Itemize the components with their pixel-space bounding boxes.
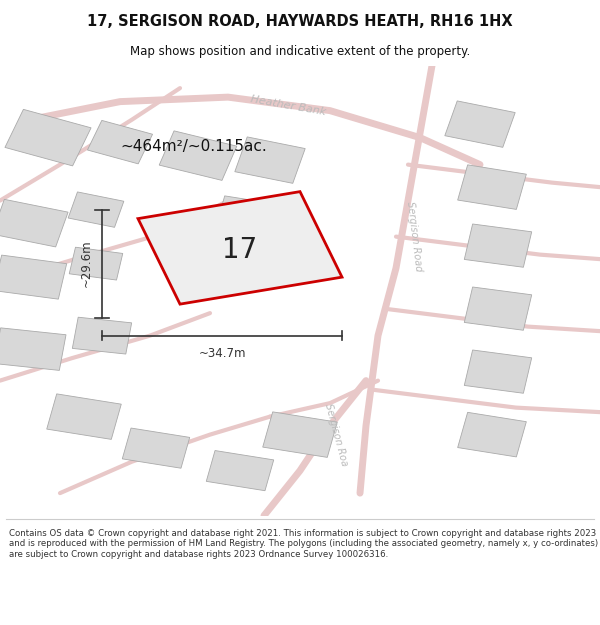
- Polygon shape: [138, 192, 342, 304]
- Polygon shape: [73, 318, 131, 354]
- Polygon shape: [159, 131, 237, 181]
- Polygon shape: [445, 101, 515, 148]
- Text: ~34.7m: ~34.7m: [198, 347, 246, 360]
- Polygon shape: [0, 255, 67, 299]
- Text: Map shows position and indicative extent of the property.: Map shows position and indicative extent…: [130, 44, 470, 58]
- Polygon shape: [0, 199, 68, 247]
- Polygon shape: [215, 196, 289, 241]
- Polygon shape: [88, 121, 152, 164]
- Text: Sergison Road: Sergison Road: [405, 201, 423, 272]
- Text: 17, SERGISON ROAD, HAYWARDS HEATH, RH16 1HX: 17, SERGISON ROAD, HAYWARDS HEATH, RH16 …: [87, 14, 513, 29]
- Polygon shape: [235, 137, 305, 183]
- Polygon shape: [458, 412, 526, 457]
- Polygon shape: [206, 451, 274, 491]
- Text: ~464m²/~0.115ac.: ~464m²/~0.115ac.: [120, 139, 267, 154]
- Text: 17: 17: [223, 236, 257, 264]
- Text: ~29.6m: ~29.6m: [80, 240, 93, 288]
- Polygon shape: [0, 328, 66, 371]
- Text: Sergison Roa: Sergison Roa: [323, 402, 349, 467]
- Polygon shape: [69, 248, 123, 280]
- Polygon shape: [5, 109, 91, 166]
- Polygon shape: [464, 350, 532, 393]
- Polygon shape: [458, 165, 526, 209]
- Polygon shape: [464, 224, 532, 268]
- Polygon shape: [47, 394, 121, 439]
- Polygon shape: [263, 412, 337, 458]
- Text: Heather Bank: Heather Bank: [250, 94, 326, 118]
- Polygon shape: [68, 192, 124, 228]
- Polygon shape: [464, 287, 532, 330]
- Polygon shape: [122, 428, 190, 468]
- Text: Contains OS data © Crown copyright and database right 2021. This information is : Contains OS data © Crown copyright and d…: [9, 529, 598, 559]
